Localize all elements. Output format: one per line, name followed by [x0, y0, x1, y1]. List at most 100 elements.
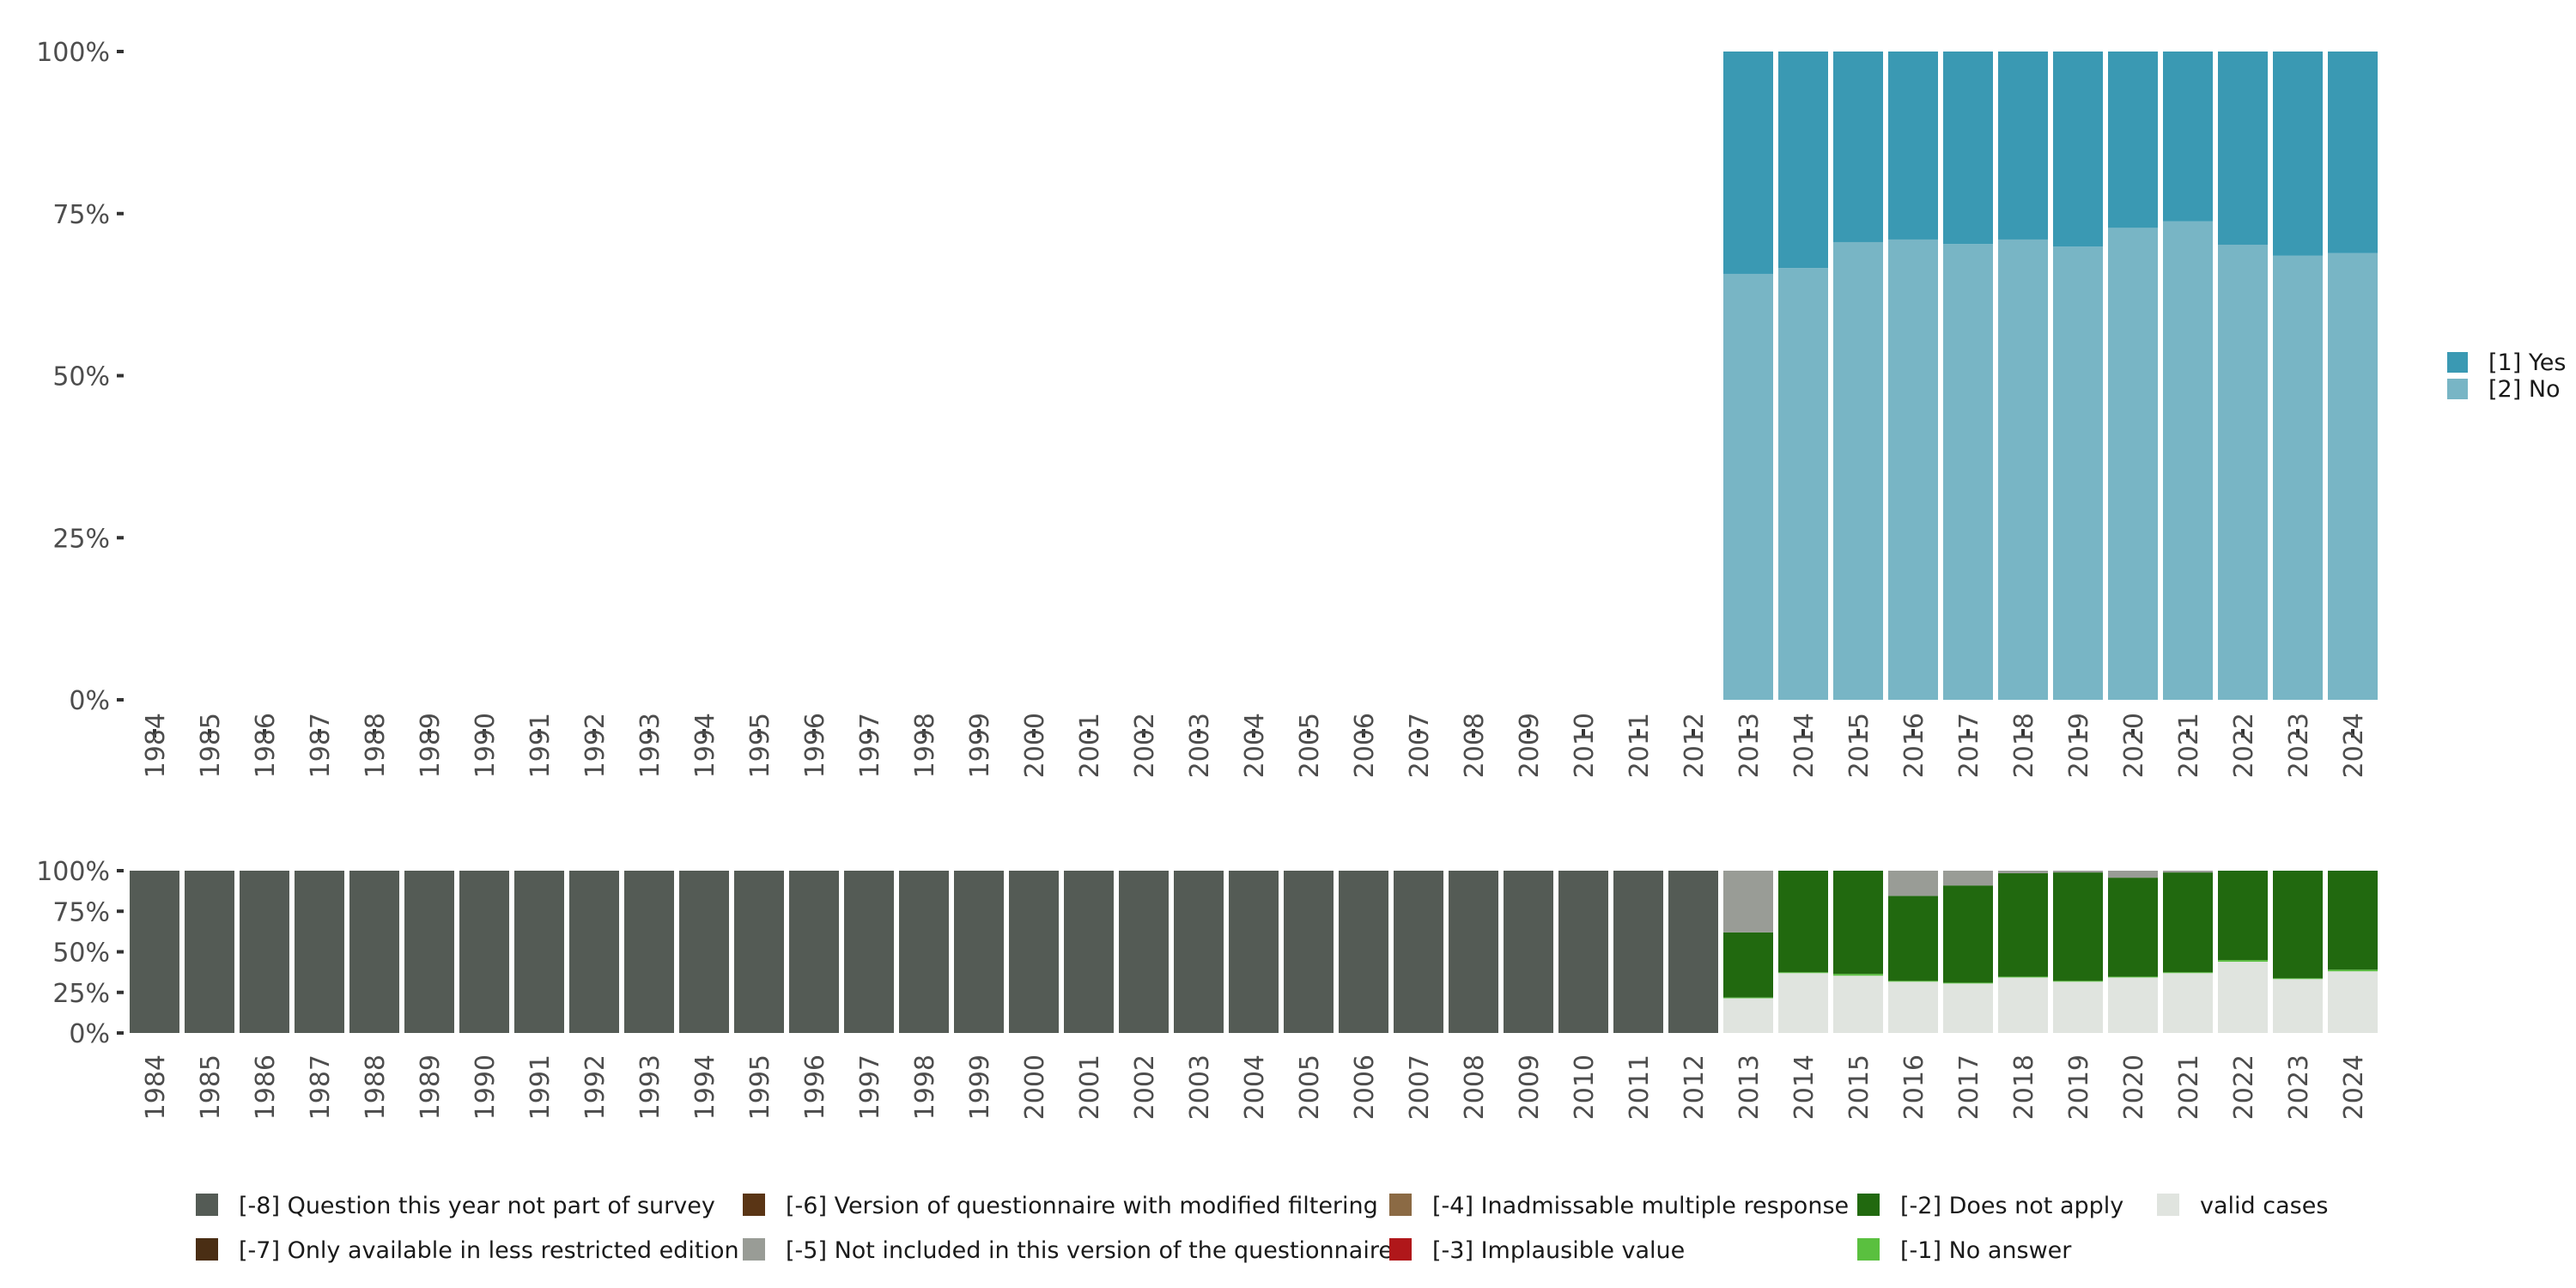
bar-segment — [2328, 252, 2378, 700]
bottom-panel: 0% 25% 50% 75% 100% 1984 1985 1986 1987 1988 1989 1… — [36, 857, 2378, 1120]
legend-label: [-2] Does not apply — [1900, 1193, 2123, 1219]
bar-segment — [2218, 962, 2268, 1033]
bar-segment — [1998, 976, 2048, 978]
bar-segment — [1998, 873, 2048, 977]
x-tick-label: 1995 — [745, 713, 775, 778]
x-tick-label: 1986 — [251, 1054, 281, 1120]
x-tick-label: 2000 — [1020, 713, 1050, 778]
legend-swatch — [196, 1194, 218, 1216]
bar-segment — [2053, 981, 2103, 1033]
top-panel: 0% 25% 50% 75% 100% 1984 1985 1986 1987 1988 1989 1… — [36, 38, 2378, 778]
bar-segment — [1723, 871, 1773, 933]
bar-segment — [624, 871, 674, 1033]
x-tick-label: 2012 — [1680, 1054, 1710, 1120]
y-tick-label: 75% — [52, 200, 110, 230]
x-tick-label: 2001 — [1075, 1054, 1105, 1120]
legend-label: [1] Yes — [2488, 349, 2566, 376]
bar-segment — [1833, 52, 1883, 242]
legend-label: [2] No — [2488, 376, 2561, 403]
x-tick-label: 2010 — [1570, 1054, 1600, 1120]
bar-segment — [2163, 973, 2213, 1033]
bar-segment — [1339, 871, 1388, 1033]
bar-segment — [1943, 885, 1993, 983]
bar-segment — [2163, 972, 2213, 974]
bar-segment — [1778, 871, 1828, 973]
bar-segment — [1888, 896, 1938, 981]
legend-swatch — [743, 1238, 765, 1261]
y-tick-label: 25% — [52, 524, 110, 554]
x-tick-label: 2024 — [2339, 713, 2369, 778]
legend-label: [-3] Implausible value — [1432, 1237, 1685, 1264]
bar-segment — [1613, 871, 1663, 1033]
bar-segment — [1943, 244, 1993, 700]
x-tick-label: 2005 — [1295, 1054, 1325, 1120]
bar-segment — [1723, 52, 1773, 274]
x-tick-label: 2021 — [2174, 1054, 2204, 1120]
x-tick-label: 1996 — [800, 1054, 830, 1120]
right-legend: [1] Yes[2] No — [2447, 349, 2566, 403]
bar-segment — [1888, 239, 1938, 700]
x-tick-label: 2011 — [1625, 713, 1655, 778]
x-tick-label: 2024 — [2339, 1054, 2369, 1120]
x-tick-label: 1989 — [416, 1054, 446, 1120]
bar-segment — [2053, 52, 2103, 247]
bar-segment — [899, 871, 949, 1033]
bar-segment — [2218, 871, 2268, 961]
x-tick-label: 1990 — [471, 713, 501, 778]
y-tick-label: 0% — [69, 1019, 110, 1049]
legend-label: [-5] Not included in this version of the… — [786, 1237, 1393, 1264]
bar-segment — [1943, 871, 1993, 886]
x-tick-label: 2004 — [1240, 1054, 1270, 1120]
bar-segment — [1833, 241, 1883, 701]
bar-segment — [1723, 273, 1773, 700]
x-tick-label: 2016 — [1899, 713, 1929, 778]
x-tick-label: 2018 — [2009, 713, 2039, 778]
x-tick-label: 2001 — [1075, 713, 1105, 778]
x-tick-label: 1991 — [526, 713, 556, 778]
x-tick-label: 1996 — [800, 713, 830, 778]
x-tick-label: 1997 — [855, 713, 885, 778]
bar-segment — [679, 871, 729, 1033]
bar-segment — [130, 871, 179, 1033]
bar-segment — [1504, 871, 1553, 1033]
legend-label: [-4] Inadmissable multiple response — [1432, 1193, 1849, 1219]
legend-label: valid cases — [2200, 1193, 2328, 1219]
x-tick-label: 1993 — [635, 713, 665, 778]
x-tick-label: 1995 — [745, 1054, 775, 1120]
x-tick-label: 1992 — [580, 713, 611, 778]
bar-segment — [1668, 871, 1718, 1033]
bar-segment — [1723, 932, 1773, 998]
x-tick-label: 2008 — [1460, 1054, 1490, 1120]
x-tick-label: 2019 — [2064, 1054, 2094, 1120]
bar-segment — [1998, 871, 2048, 874]
bar-segment — [2328, 969, 2378, 972]
bar-segment — [2163, 221, 2213, 700]
bar-segment — [1998, 239, 2048, 700]
bar-segment — [1943, 52, 1993, 245]
x-tick-label: 2017 — [1954, 1054, 1984, 1120]
bar-segment — [1888, 52, 1938, 240]
x-tick-label: 2013 — [1735, 1054, 1765, 1120]
x-tick-label: 2009 — [1515, 1054, 1545, 1120]
bar-segment — [1778, 973, 1828, 1033]
x-tick-label: 1999 — [965, 713, 995, 778]
bar-segment — [1723, 998, 1773, 1033]
x-tick-label: 2007 — [1405, 713, 1435, 778]
bottom-legend: [-8] Question this year not part of surv… — [196, 1193, 2328, 1264]
x-tick-label: 1991 — [526, 1054, 556, 1120]
x-tick-label: 2008 — [1460, 713, 1490, 778]
bar-segment — [185, 871, 234, 1033]
y-tick-label: 0% — [69, 686, 110, 716]
x-tick-label: 1985 — [196, 1054, 226, 1120]
bar-segment — [2273, 979, 2323, 1033]
y-tick-label: 50% — [52, 939, 110, 969]
bar-segment — [1394, 871, 1443, 1033]
x-tick-label: 2020 — [2119, 713, 2149, 778]
bar-segment — [514, 871, 564, 1033]
bar-segment — [1833, 974, 1883, 976]
y-tick-label: 75% — [52, 897, 110, 927]
x-tick-label: 2022 — [2229, 1054, 2259, 1120]
bar-segment — [295, 871, 344, 1033]
bar-segment — [404, 871, 454, 1033]
bar-segment — [1174, 871, 1224, 1033]
